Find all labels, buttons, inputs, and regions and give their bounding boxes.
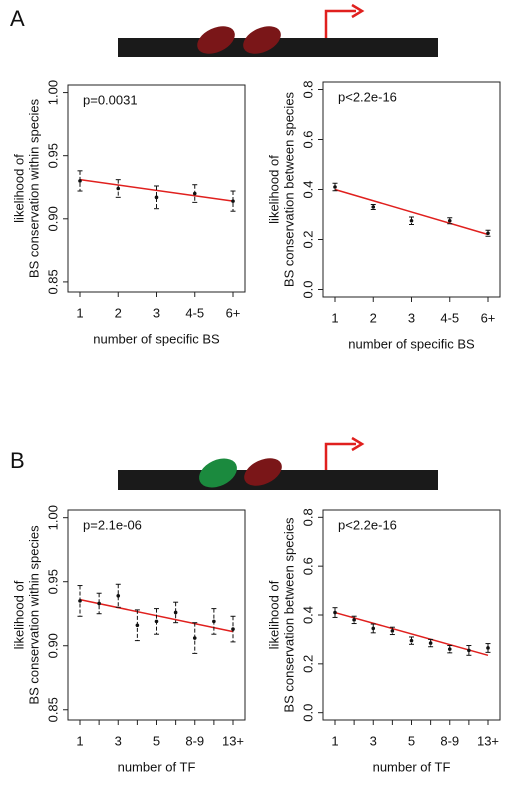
point <box>154 195 159 200</box>
point <box>116 186 121 191</box>
x-tick-label: 4-5 <box>185 305 204 320</box>
point <box>116 593 121 598</box>
x-tick-label: 3 <box>408 310 415 325</box>
y-axis-label: likelihood of <box>11 580 26 649</box>
x-axis-label: number of TF <box>373 759 451 774</box>
point <box>447 647 452 651</box>
point <box>409 218 414 223</box>
plot-frame <box>322 509 501 721</box>
annotation: p<2.2e-16 <box>338 517 397 532</box>
y-axis-label: BS conservation within species <box>26 98 41 278</box>
y-axis-label: likelihood of <box>266 580 281 649</box>
x-tick-label: 5 <box>408 733 415 748</box>
plot-frame <box>322 81 501 298</box>
y-axis-label: BS conservation between species <box>281 91 296 287</box>
y-tick-label: 0.4 <box>300 606 315 624</box>
y-tick-label: 0.85 <box>45 697 60 722</box>
point <box>371 205 376 209</box>
point <box>390 629 395 633</box>
x-tick-label: 1 <box>331 733 338 748</box>
x-tick-label: 6+ <box>481 310 496 325</box>
x-tick-label: 8-9 <box>185 733 204 748</box>
gene-diagram <box>118 3 438 57</box>
trend-line <box>334 188 489 236</box>
x-tick-label: 5 <box>153 733 160 748</box>
x-tick-label: 2 <box>115 305 122 320</box>
y-tick-label: 0.95 <box>45 143 60 168</box>
point <box>486 231 490 236</box>
point <box>154 619 159 624</box>
point <box>78 179 82 183</box>
annotation: p=0.0031 <box>83 92 138 107</box>
point <box>135 623 140 628</box>
point <box>192 191 197 196</box>
point <box>78 599 82 603</box>
x-axis-label: number of specific BS <box>93 331 220 346</box>
y-tick-label: 0.95 <box>45 569 60 594</box>
x-tick-label: 1 <box>76 733 83 748</box>
y-tick-label: 1.00 <box>45 505 60 530</box>
y-tick-label: 0.2 <box>300 655 315 673</box>
point <box>352 618 356 622</box>
y-tick-label: 0.0 <box>300 704 315 722</box>
y-tick-label: 0.2 <box>300 230 315 248</box>
point <box>409 638 414 643</box>
x-tick-label: 2 <box>370 310 377 325</box>
y-tick-label: 0.85 <box>45 269 60 294</box>
y-axis-label: BS conservation within species <box>26 525 41 705</box>
y-tick-label: 0.90 <box>45 206 60 231</box>
x-tick-label: 1 <box>331 310 338 325</box>
point <box>447 218 452 223</box>
panel-label: A <box>10 6 25 31</box>
x-tick-label: 3 <box>370 733 377 748</box>
point <box>467 648 471 653</box>
y-tick-label: 0.6 <box>300 130 315 148</box>
x-tick-label: 6+ <box>226 305 241 320</box>
y-tick-label: 0.8 <box>300 80 315 98</box>
x-axis-label: number of specific BS <box>348 336 475 351</box>
point <box>97 601 101 606</box>
annotation: p<2.2e-16 <box>338 89 397 104</box>
annotation: p=2.1e-06 <box>83 517 142 532</box>
point <box>333 610 337 615</box>
y-tick-label: 0.90 <box>45 633 60 658</box>
y-axis-label: likelihood of <box>11 154 26 223</box>
point <box>173 610 178 615</box>
y-axis-label: BS conservation between species <box>281 517 296 713</box>
x-axis-label: number of TF <box>118 759 196 774</box>
y-tick-label: 0.8 <box>300 508 315 526</box>
x-tick-label: 3 <box>153 305 160 320</box>
point <box>486 646 490 650</box>
panel-label: B <box>10 448 25 473</box>
gene-diagram <box>118 436 438 490</box>
trend-line <box>79 178 234 202</box>
x-tick-label: 1 <box>76 305 83 320</box>
y-tick-label: 1.00 <box>45 80 60 105</box>
x-tick-label: 4-5 <box>440 310 459 325</box>
point <box>371 626 376 631</box>
point <box>212 619 216 624</box>
point <box>231 199 235 203</box>
x-tick-label: 3 <box>115 733 122 748</box>
y-tick-label: 0.0 <box>300 280 315 298</box>
x-tick-label: 13+ <box>222 733 244 748</box>
point <box>333 185 337 189</box>
point <box>192 636 197 640</box>
point <box>231 627 235 631</box>
point <box>428 641 433 645</box>
x-tick-label: 13+ <box>477 733 499 748</box>
x-tick-label: 8-9 <box>440 733 459 748</box>
y-axis-label: likelihood of <box>266 155 281 224</box>
y-tick-label: 0.6 <box>300 557 315 575</box>
y-tick-label: 0.4 <box>300 180 315 198</box>
trend-line <box>334 611 489 657</box>
